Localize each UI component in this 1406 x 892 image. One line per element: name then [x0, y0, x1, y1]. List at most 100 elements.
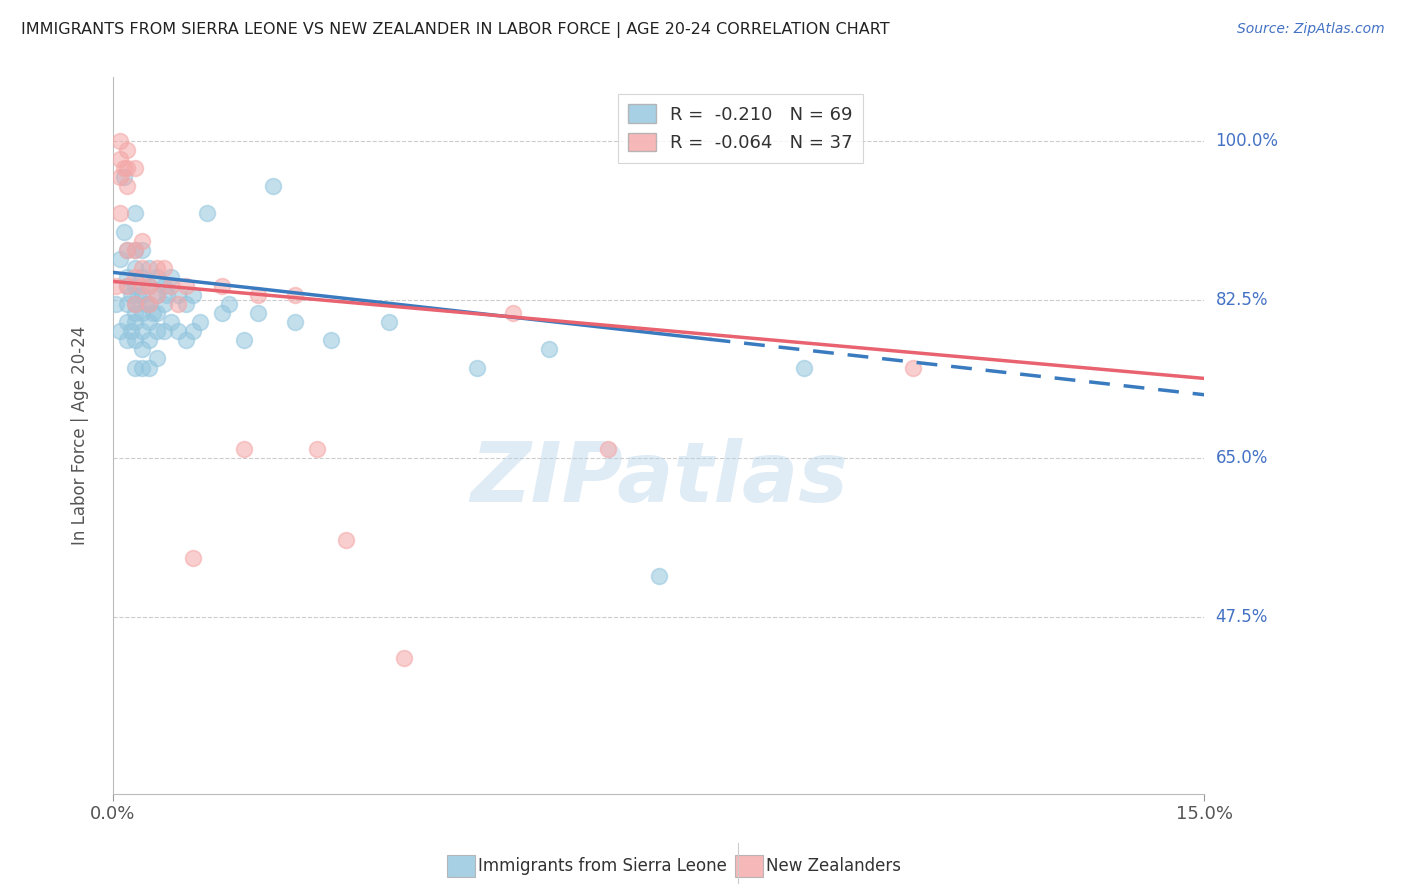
Point	[124, 315, 146, 329]
Point	[124, 243, 146, 257]
Point	[145, 324, 167, 338]
Point	[167, 288, 190, 302]
Point	[131, 269, 153, 284]
Point	[124, 306, 146, 320]
Y-axis label: In Labor Force | Age 20-24: In Labor Force | Age 20-24	[72, 326, 89, 545]
Point	[131, 324, 153, 338]
Point	[218, 297, 240, 311]
Point	[117, 279, 139, 293]
Point	[174, 297, 197, 311]
Point	[538, 343, 561, 357]
Point	[105, 279, 128, 293]
Point	[188, 315, 211, 329]
Point	[112, 225, 135, 239]
Point	[120, 324, 142, 338]
Point	[138, 279, 160, 293]
Legend: R =  -0.210   N = 69, R =  -0.064   N = 37: R = -0.210 N = 69, R = -0.064 N = 37	[617, 94, 863, 163]
Point	[174, 279, 197, 293]
Point	[124, 260, 146, 275]
Point	[117, 297, 139, 311]
Point	[108, 152, 131, 166]
Point	[108, 206, 131, 220]
Point	[131, 260, 153, 275]
Point	[124, 243, 146, 257]
Point	[152, 324, 174, 338]
Point	[145, 288, 167, 302]
Point	[108, 252, 131, 266]
Point	[145, 260, 167, 275]
Point	[138, 334, 160, 348]
Point	[124, 279, 146, 293]
Point	[903, 360, 925, 375]
Point	[117, 243, 139, 257]
Text: ZIPatlas: ZIPatlas	[470, 438, 848, 519]
Point	[321, 334, 343, 348]
Point	[174, 334, 197, 348]
Point	[167, 297, 190, 311]
Point	[596, 442, 619, 457]
Point	[305, 442, 328, 457]
Point	[131, 288, 153, 302]
Point	[284, 288, 307, 302]
Point	[124, 297, 146, 311]
Point	[156, 288, 179, 302]
Text: 100.0%: 100.0%	[1216, 132, 1278, 150]
Point	[120, 288, 142, 302]
Text: 65.0%: 65.0%	[1216, 450, 1268, 467]
Point	[145, 288, 167, 302]
Point	[181, 324, 204, 338]
Point	[124, 334, 146, 348]
Point	[197, 206, 219, 220]
Point	[117, 143, 139, 157]
Point	[135, 297, 157, 311]
Point	[124, 269, 146, 284]
Point	[117, 315, 139, 329]
Point	[647, 569, 669, 583]
Point	[181, 288, 204, 302]
Text: IMMIGRANTS FROM SIERRA LEONE VS NEW ZEALANDER IN LABOR FORCE | AGE 20-24 CORRELA: IMMIGRANTS FROM SIERRA LEONE VS NEW ZEAL…	[21, 22, 890, 38]
Point	[145, 269, 167, 284]
Point	[167, 324, 190, 338]
Point	[160, 315, 183, 329]
Point	[138, 297, 160, 311]
Point	[502, 306, 524, 320]
Point	[138, 279, 160, 293]
Point	[145, 306, 167, 320]
Text: Immigrants from Sierra Leone: Immigrants from Sierra Leone	[478, 857, 727, 875]
Point	[127, 288, 149, 302]
Text: 82.5%: 82.5%	[1216, 291, 1268, 309]
Point	[124, 360, 146, 375]
Point	[284, 315, 307, 329]
Point	[108, 170, 131, 185]
Point	[392, 650, 415, 665]
Point	[181, 551, 204, 566]
Point	[105, 297, 128, 311]
Point	[138, 360, 160, 375]
Point	[117, 269, 139, 284]
Point	[131, 306, 153, 320]
Point	[211, 306, 233, 320]
Point	[465, 360, 488, 375]
Point	[108, 324, 131, 338]
Point	[124, 297, 146, 311]
Point	[131, 234, 153, 248]
Point	[138, 260, 160, 275]
Point	[152, 279, 174, 293]
Point	[108, 134, 131, 148]
Point	[124, 161, 146, 175]
Point	[152, 297, 174, 311]
Point	[131, 243, 153, 257]
Point	[117, 161, 139, 175]
Point	[152, 260, 174, 275]
Point	[160, 279, 183, 293]
Point	[335, 533, 357, 547]
Point	[112, 161, 135, 175]
Point	[117, 243, 139, 257]
Point	[117, 334, 139, 348]
Point	[378, 315, 401, 329]
Point	[160, 269, 183, 284]
Point	[211, 279, 233, 293]
Point	[124, 206, 146, 220]
Point	[232, 442, 254, 457]
Point	[793, 360, 815, 375]
